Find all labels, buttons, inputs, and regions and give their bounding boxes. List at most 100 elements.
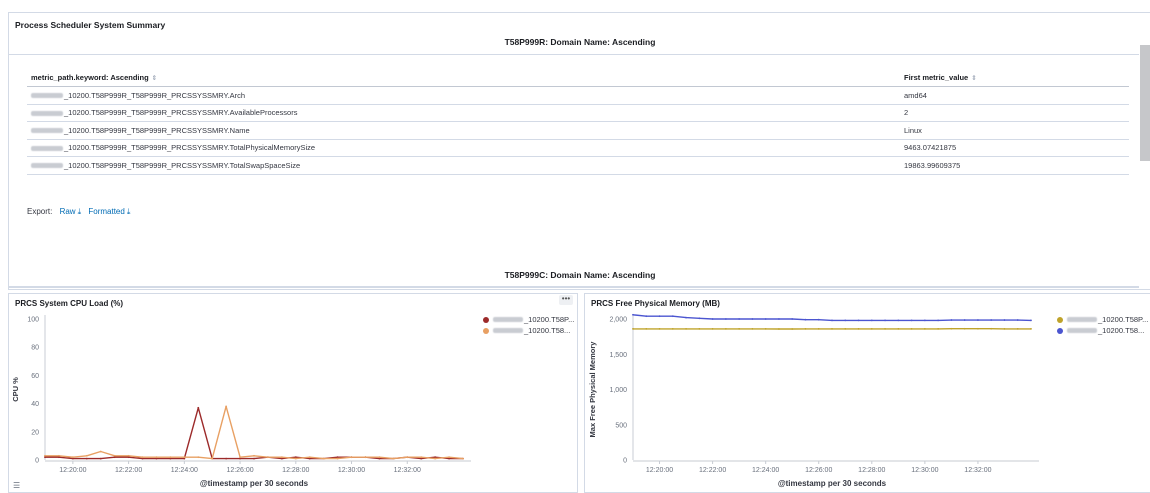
data-point[interactable] [724,318,727,320]
data-point[interactable] [791,328,794,330]
data-point[interactable] [239,456,241,459]
data-point[interactable] [1003,327,1006,330]
data-point[interactable] [738,327,741,330]
data-point[interactable] [1030,327,1032,330]
data-point[interactable] [724,327,727,330]
data-point[interactable] [857,319,860,322]
data-point[interactable] [658,315,661,318]
legend-item[interactable]: _10200.T58... [483,325,574,336]
data-point[interactable] [977,327,979,330]
data-point[interactable] [910,319,913,322]
data-point[interactable] [990,327,993,330]
data-point[interactable] [308,456,311,459]
data-point[interactable] [645,315,648,318]
data-point[interactable] [632,313,634,316]
data-point[interactable] [183,457,186,460]
data-point[interactable] [950,319,953,321]
data-point[interactable] [764,327,767,330]
data-point[interactable] [751,327,754,330]
data-point[interactable] [804,327,807,330]
data-point[interactable] [267,456,269,459]
data-point[interactable] [169,456,172,459]
data-point[interactable] [844,319,847,322]
data-point[interactable] [253,454,255,457]
data-point[interactable] [462,457,464,460]
data-point[interactable] [253,457,255,460]
data-point[interactable] [378,457,381,460]
data-point[interactable] [950,327,953,330]
data-point[interactable] [225,457,228,460]
data-point[interactable] [211,457,214,460]
data-point[interactable] [632,327,634,330]
data-point[interactable] [711,327,714,330]
data-point[interactable] [738,318,741,320]
data-point[interactable] [817,318,820,321]
data-point[interactable] [44,456,46,459]
data-point[interactable] [141,456,144,459]
data-point[interactable] [420,456,423,459]
data-point[interactable] [322,457,325,460]
data-point[interactable] [778,328,780,330]
column-header-first-value[interactable]: First metric_value ⇕ [900,73,1129,82]
data-point[interactable] [685,316,687,319]
data-point[interactable] [963,319,966,321]
legend-item[interactable]: _10200.T58P... [483,314,574,325]
export-raw-link[interactable]: Raw ⤓ [60,207,82,216]
data-point[interactable] [225,405,228,408]
data-point[interactable] [392,457,395,460]
data-point[interactable] [420,457,423,460]
data-point[interactable] [197,456,200,459]
data-point[interactable] [99,450,102,453]
data-point[interactable] [113,456,116,459]
data-point[interactable] [85,457,88,460]
data-point[interactable] [1030,319,1032,322]
data-point[interactable] [406,456,409,459]
data-point[interactable] [434,456,437,459]
data-point[interactable] [183,456,186,459]
data-point[interactable] [71,456,74,459]
data-point[interactable] [280,456,283,459]
data-point[interactable] [1016,327,1019,330]
data-point[interactable] [817,327,820,330]
data-point[interactable] [671,327,674,330]
sort-icon[interactable]: ⇕ [151,75,158,82]
data-point[interactable] [844,327,847,330]
data-point[interactable] [448,457,450,460]
data-point[interactable] [127,456,130,459]
data-point[interactable] [884,327,886,330]
data-point[interactable] [764,318,767,320]
data-point[interactable] [71,457,74,460]
data-point[interactable] [897,327,900,330]
data-point[interactable] [831,327,833,330]
data-point[interactable] [294,457,297,460]
data-point[interactable] [336,456,339,459]
data-point[interactable] [791,318,794,320]
sort-icon[interactable]: ⇕ [971,75,977,82]
data-point[interactable] [711,318,714,320]
data-point[interactable] [44,454,46,457]
data-point[interactable] [751,318,754,320]
data-point[interactable] [280,457,283,460]
data-point[interactable] [870,327,873,330]
data-point[interactable] [127,454,130,457]
data-point[interactable] [804,318,807,321]
data-point[interactable] [169,457,172,460]
data-point[interactable] [141,457,144,460]
data-point[interactable] [977,319,979,321]
data-point[interactable] [155,456,158,459]
legend-item[interactable]: _10200.T58... [1057,325,1148,336]
data-point[interactable] [831,319,833,322]
data-point[interactable] [698,327,701,330]
data-point[interactable] [99,457,102,460]
data-point[interactable] [923,327,926,330]
list-icon[interactable]: ☰ [13,481,21,490]
data-point[interactable] [910,327,913,330]
data-point[interactable] [857,327,860,330]
data-point[interactable] [1016,319,1019,321]
data-point[interactable] [658,327,661,330]
data-point[interactable] [897,319,900,322]
data-point[interactable] [85,454,88,457]
data-point[interactable] [434,457,437,460]
series-line[interactable] [45,407,463,460]
data-point[interactable] [308,457,311,460]
